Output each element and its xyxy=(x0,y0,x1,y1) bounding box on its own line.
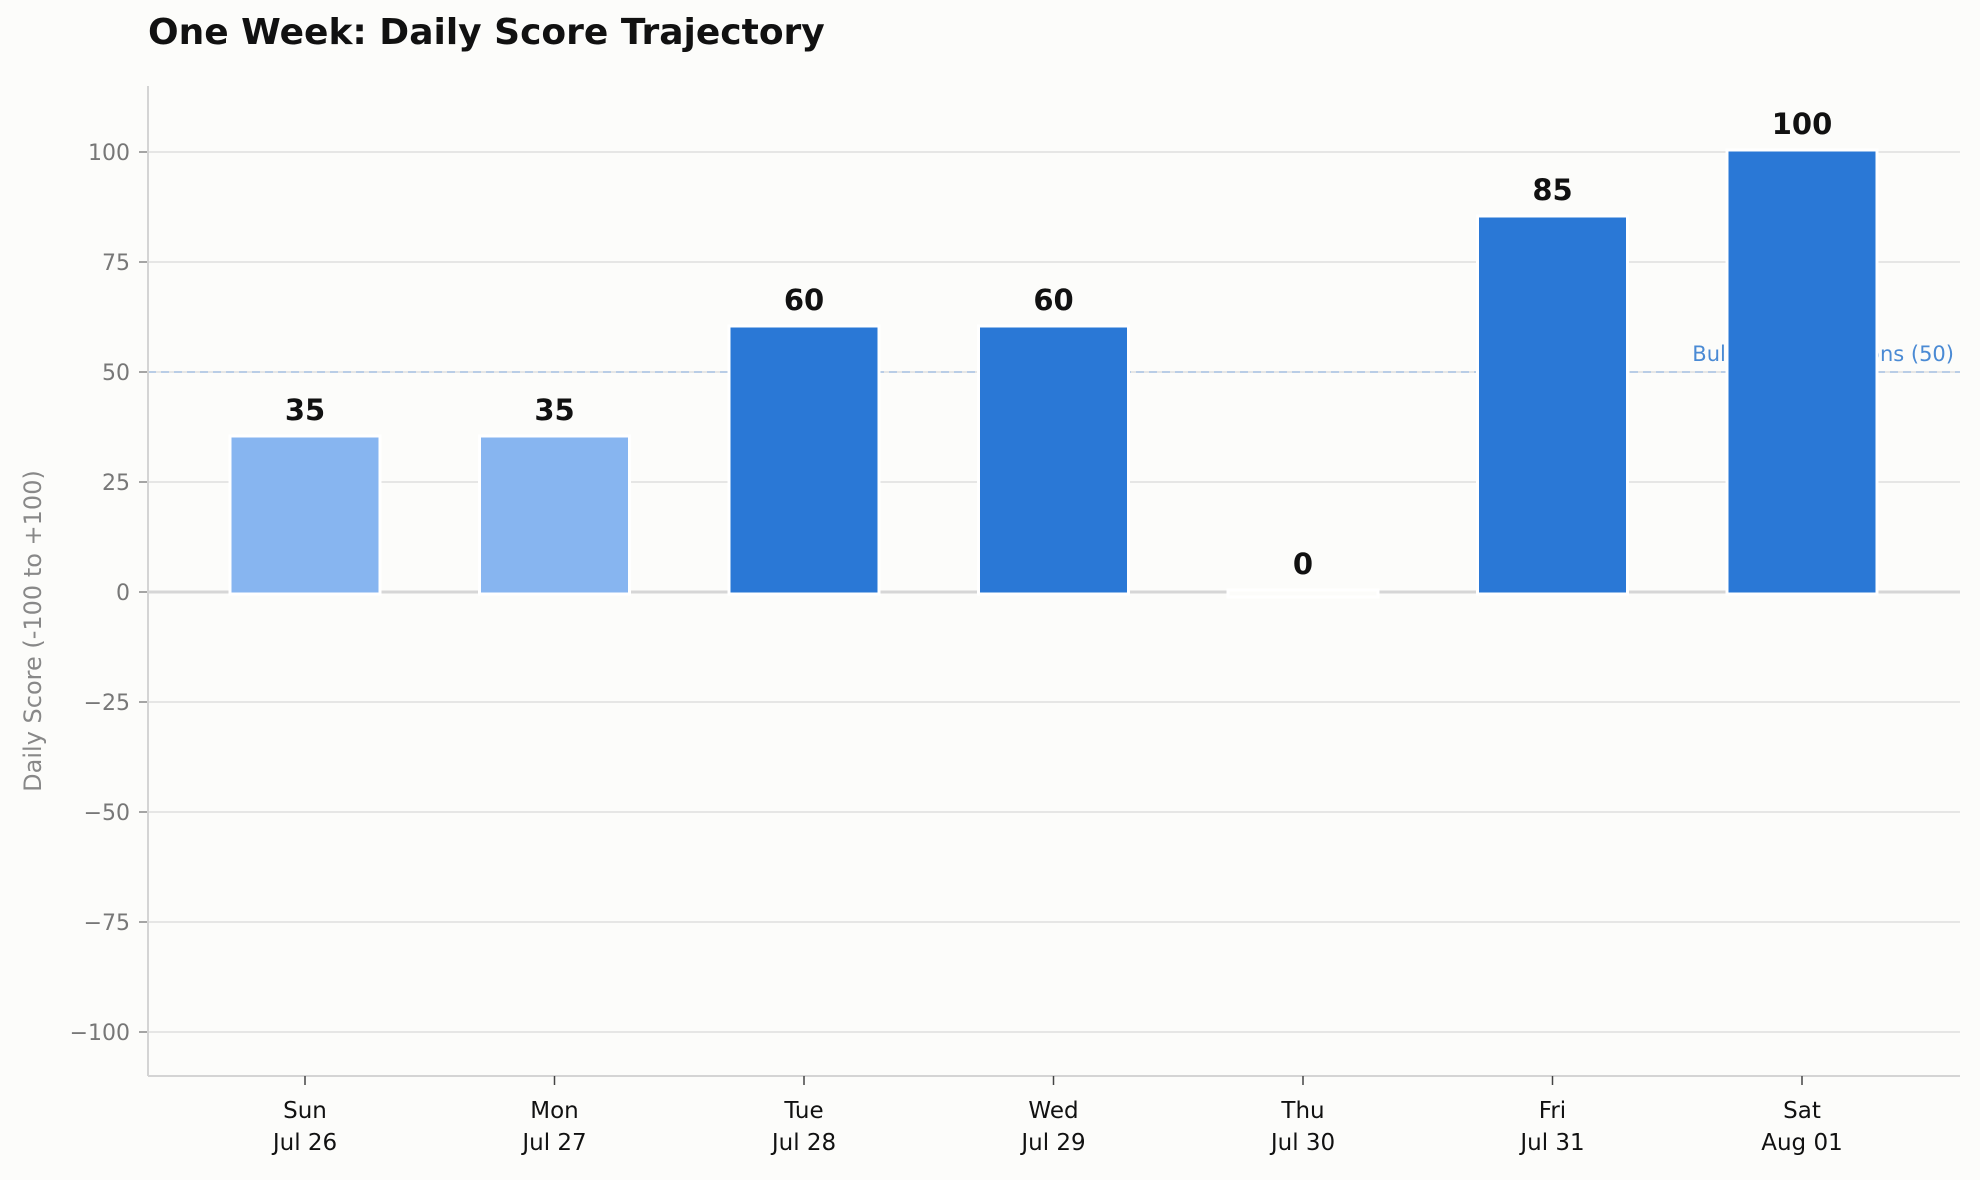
x-tick-label-date: Jul 29 xyxy=(1019,1130,1085,1156)
bar xyxy=(977,324,1130,596)
x-tick-label-date: Jul 27 xyxy=(520,1130,586,1156)
x-tick-label-day: Mon xyxy=(530,1098,579,1124)
y-tick-label: 100 xyxy=(88,141,130,166)
x-tick-label-day: Thu xyxy=(1280,1098,1324,1124)
y-tick-label: −75 xyxy=(84,911,130,936)
bar-value-label: 100 xyxy=(1772,107,1833,141)
bar-value-label: 85 xyxy=(1532,173,1572,207)
bar-value-label: 35 xyxy=(285,393,325,427)
x-tick-label-date: Aug 01 xyxy=(1761,1130,1843,1156)
x-tick-label-day: Fri xyxy=(1539,1098,1566,1124)
x-tick-label-date: Jul 30 xyxy=(1269,1130,1335,1156)
x-tick-label-date: Jul 31 xyxy=(1518,1130,1584,1156)
bar xyxy=(1725,148,1879,596)
x-tick-label-day: Wed xyxy=(1028,1098,1078,1124)
y-tick-label: −100 xyxy=(70,1021,130,1046)
x-tick-label-day: Tue xyxy=(783,1098,823,1124)
x-tick-label-date: Jul 28 xyxy=(770,1130,836,1156)
bar-value-label: 0 xyxy=(1293,547,1313,581)
bar-value-label: 35 xyxy=(534,393,574,427)
bars xyxy=(228,148,1879,599)
x-tick-label-date: Jul 26 xyxy=(271,1130,337,1156)
y-tick-label: 0 xyxy=(116,581,130,606)
y-tick-label: 25 xyxy=(102,471,130,496)
bar-value-label: 60 xyxy=(1033,283,1073,317)
y-tick-label: −50 xyxy=(84,801,130,826)
chart-title: One Week: Daily Score Trajectory xyxy=(148,12,825,53)
bar xyxy=(478,434,631,596)
bar xyxy=(228,434,382,596)
bar-value-label: 60 xyxy=(784,283,824,317)
bar xyxy=(727,324,881,596)
bar xyxy=(1476,214,1629,596)
x-tick-label-day: Sun xyxy=(283,1098,327,1124)
x-tick-label-day: Sat xyxy=(1783,1098,1821,1124)
axes xyxy=(139,86,1960,1085)
y-tick-label: −25 xyxy=(84,691,130,716)
bar xyxy=(1226,588,1380,599)
y-tick-label: 75 xyxy=(102,251,130,276)
labels: 100 75 50 25 0 −25 −50 −75 −100 35 35 60 60 0 85 100 Sun… xyxy=(19,107,1843,1156)
y-axis-label: Daily Score (-100 to +100) xyxy=(19,470,47,792)
y-tick-label: 50 xyxy=(102,361,130,386)
